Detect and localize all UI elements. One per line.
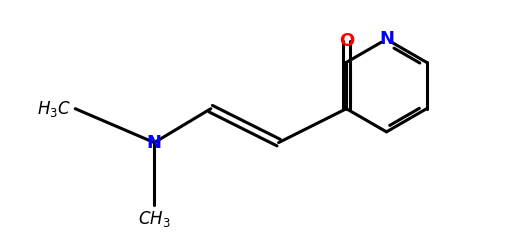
Text: $H_3C$: $H_3C$ xyxy=(37,99,71,119)
Text: N: N xyxy=(147,134,162,152)
Text: O: O xyxy=(339,32,354,50)
Text: $CH_3$: $CH_3$ xyxy=(138,209,170,229)
Text: N: N xyxy=(379,30,394,48)
